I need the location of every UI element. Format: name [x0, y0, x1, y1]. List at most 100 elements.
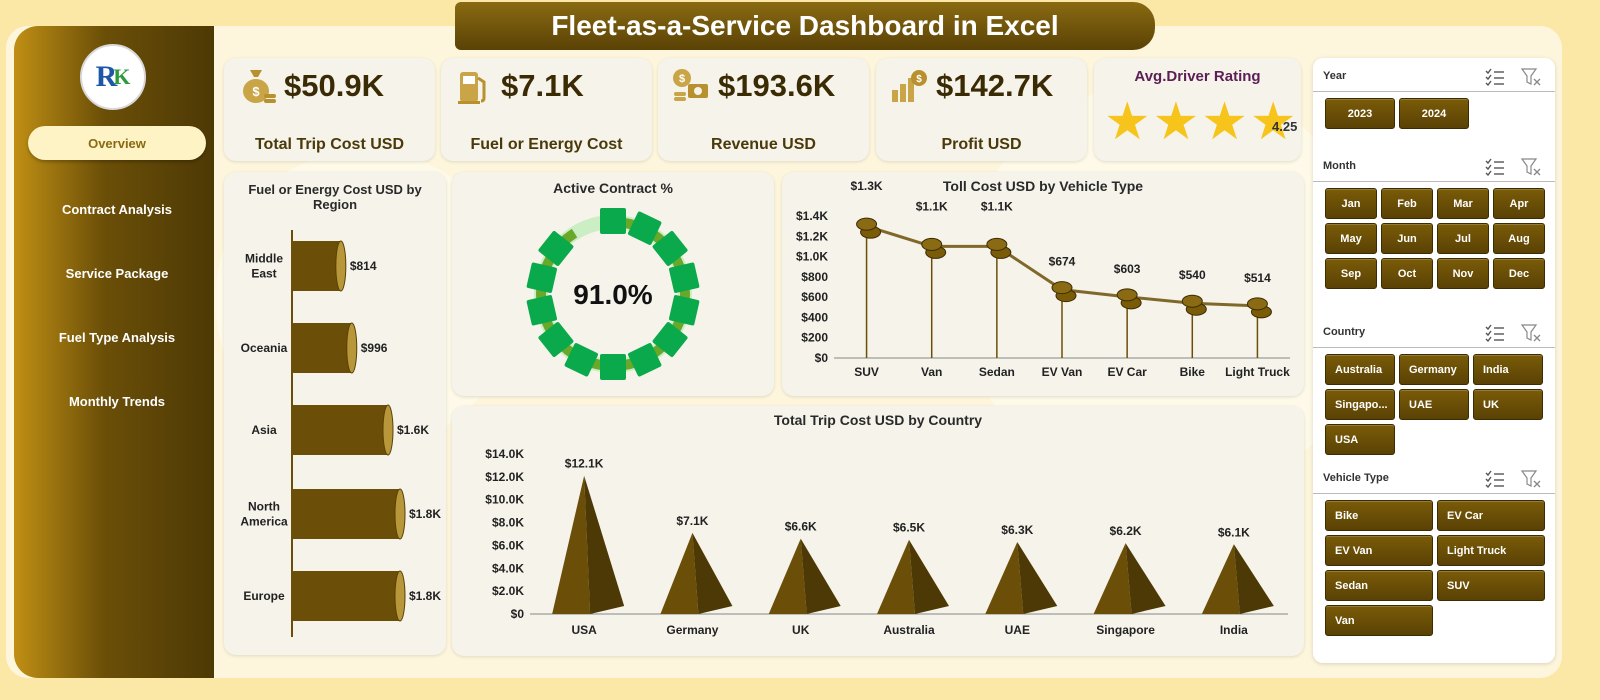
- nav-service-package[interactable]: Service Package: [65, 265, 169, 281]
- slicer-item-country[interactable]: Germany: [1399, 354, 1469, 385]
- y-tick-label: $1.2K: [796, 229, 828, 243]
- region-bar: [292, 571, 400, 621]
- multi-select-icon[interactable]: [1485, 324, 1505, 342]
- slicer-item-vehicle[interactable]: Sedan: [1325, 570, 1433, 601]
- revenue-icon: $: [673, 69, 708, 101]
- x-tick-label: EV Van: [1042, 365, 1083, 379]
- clear-filter-icon[interactable]: [1521, 68, 1541, 86]
- slicer-item-month[interactable]: Apr: [1493, 188, 1545, 219]
- slicer-item-country[interactable]: UK: [1473, 389, 1543, 420]
- country-pyramid-chart: $0 $2.0K $4.0K $6.0K $8.0K $10.0K $12.0K $14.0K…: [485, 447, 1288, 637]
- y-tick-label: $10.0K: [485, 493, 524, 507]
- slicer-title: Vehicle Type: [1323, 472, 1389, 484]
- toll-marker: [986, 237, 1008, 251]
- dashboard-title: Fleet-as-a-Service Dashboard in Excel: [455, 2, 1155, 50]
- y-tick-label: $12.0K: [485, 470, 524, 484]
- region-category-label: Europe: [243, 589, 285, 603]
- slicer-item-month[interactable]: Dec: [1493, 258, 1545, 289]
- clear-filter-icon[interactable]: [1521, 470, 1541, 488]
- country-bar: [1201, 544, 1240, 614]
- slicer-item-month[interactable]: Jul: [1437, 223, 1489, 254]
- slicer-item-month[interactable]: Mar: [1437, 188, 1489, 219]
- multi-select-icon[interactable]: [1485, 158, 1505, 176]
- slicer-item-country[interactable]: Australia: [1325, 354, 1395, 385]
- slicer-item-month[interactable]: Feb: [1381, 188, 1433, 219]
- slicer-item-country[interactable]: Singapo...: [1325, 389, 1395, 420]
- x-tick-label: Van: [921, 365, 942, 379]
- slicer-item-vehicle[interactable]: SUV: [1437, 570, 1545, 601]
- slicer-item-month[interactable]: Sep: [1325, 258, 1377, 289]
- y-tick-label: $400: [801, 310, 828, 324]
- nav-monthly-trends[interactable]: Monthly Trends: [68, 393, 166, 409]
- region-category-label: Middle: [245, 252, 283, 266]
- rating-value: 4.25: [1272, 119, 1298, 134]
- y-tick-label: $1.4K: [796, 209, 828, 223]
- donut-segment: [526, 262, 558, 293]
- slicer-item-month[interactable]: Jan: [1325, 188, 1377, 219]
- nav-contract-analysis[interactable]: Contract Analysis: [61, 201, 173, 217]
- slicer-item-vehicle[interactable]: Bike: [1325, 500, 1433, 531]
- slicer-item-country[interactable]: USA: [1325, 424, 1395, 455]
- country-data-label: $6.1K: [1218, 525, 1250, 539]
- toll-marker: [1116, 288, 1138, 302]
- active-contract-donut: 91.0%: [526, 208, 700, 380]
- slicer-item-month[interactable]: Nov: [1437, 258, 1489, 289]
- kpi-label: Profit USD: [941, 136, 1022, 153]
- y-tick-label: $0: [511, 607, 525, 621]
- nav-overview[interactable]: Overview: [28, 126, 206, 160]
- slicer-item-vehicle[interactable]: Light Truck: [1437, 535, 1545, 566]
- donut-segment: [627, 343, 662, 377]
- x-tick-label: UK: [792, 623, 810, 637]
- y-tick-label: $1.0K: [796, 250, 828, 264]
- kpi-label: Total Trip Cost USD: [254, 136, 405, 153]
- slicer-item-country[interactable]: UAE: [1399, 389, 1469, 420]
- region-data-label: $1.8K: [409, 589, 441, 603]
- star-icon: ★: [1201, 93, 1248, 151]
- kpi-card-driver-rating: Avg.Driver Rating ★ ★ ★ ★ 4.25: [1094, 58, 1301, 161]
- region-bar-cap: [335, 240, 347, 292]
- slicer-item-vehicle[interactable]: Van: [1325, 605, 1433, 636]
- toll-data-label: $1.1K: [981, 199, 1013, 213]
- multi-select-icon[interactable]: [1485, 68, 1505, 86]
- slicer-item-month[interactable]: Aug: [1493, 223, 1545, 254]
- svg-text:$: $: [679, 73, 685, 85]
- slicer-item-year[interactable]: 2023: [1325, 98, 1395, 129]
- toll-marker: [1181, 294, 1203, 308]
- country-bar-shade: [1125, 543, 1166, 614]
- country-bar: [985, 542, 1024, 614]
- slicer-panel: Year 2023 2024 Month Jan Feb Mar Apr May Jun Ju…: [1313, 58, 1555, 663]
- slicer-item-month[interactable]: Oct: [1381, 258, 1433, 289]
- y-tick-label: $8.0K: [492, 516, 524, 530]
- kpi-card-total-trip-cost: $ $50.9K Total Trip Cost USD: [224, 58, 435, 161]
- clear-filter-icon[interactable]: [1521, 324, 1541, 342]
- country-data-label: $6.2K: [1110, 524, 1142, 538]
- slicer-item-country[interactable]: India: [1473, 354, 1543, 385]
- multi-select-icon[interactable]: [1485, 470, 1505, 488]
- rating-title: Avg.Driver Rating: [1134, 68, 1261, 85]
- slicer-title: Year: [1323, 70, 1347, 82]
- slicer-item-year[interactable]: 2024: [1399, 98, 1469, 129]
- slicer-title: Month: [1323, 160, 1356, 172]
- chart-title: Toll Cost USD by Vehicle Type: [942, 178, 1144, 194]
- slicer-item-month[interactable]: May: [1325, 223, 1377, 254]
- x-tick-label: Australia: [883, 623, 935, 637]
- kpi-label: Fuel or Energy Cost: [470, 136, 623, 153]
- nav-fuel-type-analysis[interactable]: Fuel Type Analysis: [58, 329, 176, 345]
- chart-card-fuel-by-region: Fuel or Energy Cost USD by Region Middle…: [224, 172, 446, 655]
- slicer-item-month[interactable]: Jun: [1381, 223, 1433, 254]
- country-bar: [768, 538, 807, 614]
- slicer-item-vehicle[interactable]: EV Van: [1325, 535, 1433, 566]
- country-bar-shade: [1017, 542, 1058, 614]
- country-bar-shade: [1233, 544, 1274, 614]
- donut-segment: [538, 231, 574, 266]
- region-data-label: $996: [361, 341, 388, 355]
- toll-data-label: $674: [1049, 255, 1076, 269]
- slicer-item-vehicle[interactable]: EV Car: [1437, 500, 1545, 531]
- clear-filter-icon[interactable]: [1521, 158, 1541, 176]
- donut-segment: [600, 208, 626, 234]
- slicer-header: Month: [1313, 154, 1555, 182]
- profit-icon: $: [892, 70, 927, 102]
- country-bar-shade: [909, 539, 949, 614]
